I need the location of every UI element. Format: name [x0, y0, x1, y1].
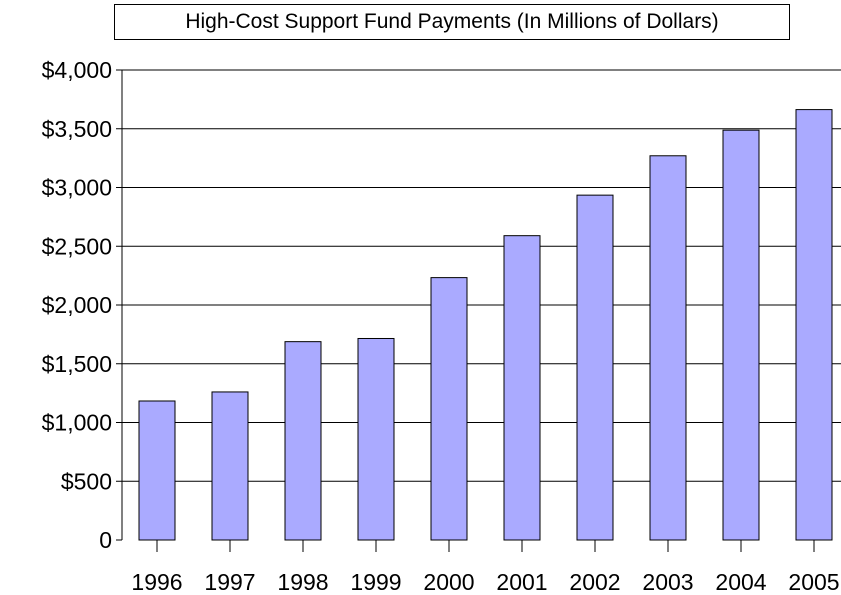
bar-1999 [357, 337, 395, 541]
bar-2003 [649, 155, 687, 541]
axes [116, 69, 815, 552]
y-tick-label: $2,500 [42, 233, 112, 259]
y-tick-label: $1,000 [42, 410, 112, 436]
x-tick-label-2000: 2000 [423, 569, 474, 595]
y-tick-label: $500 [61, 468, 112, 494]
x-tick-label-1997: 1997 [204, 569, 255, 595]
y-tick-label: $4,000 [42, 57, 112, 83]
y-tick-label: 0 [99, 527, 112, 553]
bar-2005 [795, 109, 833, 541]
x-tick-label-1998: 1998 [277, 569, 328, 595]
gridlines [122, 69, 841, 482]
x-tick-label-2002: 2002 [569, 569, 620, 595]
bars [138, 109, 833, 541]
x-tick-label-2004: 2004 [715, 569, 766, 595]
bar-2000 [430, 277, 468, 541]
x-tick-label-2001: 2001 [496, 569, 547, 595]
bar-2004 [722, 129, 760, 541]
bar-1997 [211, 391, 249, 541]
y-tick-label: $3,500 [42, 116, 112, 142]
y-tick-label: $2,000 [42, 292, 112, 318]
bar-1996 [138, 400, 176, 541]
y-tick-label: $3,000 [42, 175, 112, 201]
chart-title: High-Cost Support Fund Payments (In Mill… [114, 4, 790, 40]
bar-2002 [576, 194, 614, 541]
bar-1998 [284, 341, 322, 541]
x-tick-label-1996: 1996 [131, 569, 182, 595]
bar-2001 [503, 235, 541, 541]
x-tick-label-1999: 1999 [350, 569, 401, 595]
y-tick-label: $1,500 [42, 351, 112, 377]
x-tick-labels: 1996 1997 1998 1999 2000 2001 2002 2003 2004 2005 [131, 569, 839, 595]
x-tick-label-2003: 2003 [642, 569, 693, 595]
y-tick-labels: 0 $500 $1,000 $1,500 $2,000 $2,500 $3,000 $3,50… [42, 57, 112, 553]
x-tick-label-2005: 2005 [788, 569, 839, 595]
